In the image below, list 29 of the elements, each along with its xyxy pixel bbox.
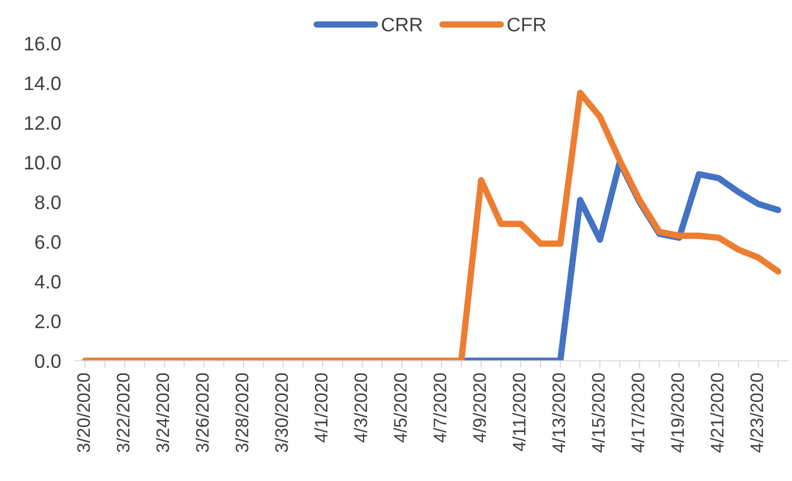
x-tick-label: 4/17/2020 [631,373,644,452]
x-tick-label: 4/1/2020 [314,373,328,442]
y-tick-label: 12.0 [24,116,61,130]
x-tick-label: 4/7/2020 [433,373,446,442]
y-tick-label: 8.0 [35,195,61,210]
x-tick-label: 3/22/2020 [116,373,130,452]
x-tick-label: 4/13/2020 [552,373,566,452]
y-tick-label: 10.0 [24,156,61,170]
x-tick-label: 3/20/2020 [76,373,90,452]
y-tick-label: 16.0 [24,36,61,51]
legend-label: CRR [382,18,422,32]
x-tick-label: 3/26/2020 [196,373,209,452]
x-tick-label: 4/23/2020 [750,373,764,452]
x-tick-label: 4/19/2020 [670,373,684,452]
x-tick-label: 4/21/2020 [710,373,724,452]
y-tick-label: 14.0 [24,76,61,90]
y-tick-label: 4.0 [34,274,61,289]
x-tick-label: 4/9/2020 [472,373,486,442]
x-tick-label: 4/15/2020 [592,373,605,452]
y-tick-label: 0.0 [35,354,61,368]
x-tick-label: 4/5/2020 [394,373,407,442]
legend-label: CFR [508,18,546,32]
x-tick-label: 4/3/2020 [354,373,368,442]
x-tick-label: 3/30/2020 [274,373,288,452]
x-tick-label: 4/11/2020 [512,373,526,452]
y-tick-label: 6.0 [35,235,61,249]
y-tick-label: 2.0 [35,314,61,328]
x-tick-label: 3/28/2020 [235,373,248,452]
x-tick-label: 3/24/2020 [156,373,170,452]
